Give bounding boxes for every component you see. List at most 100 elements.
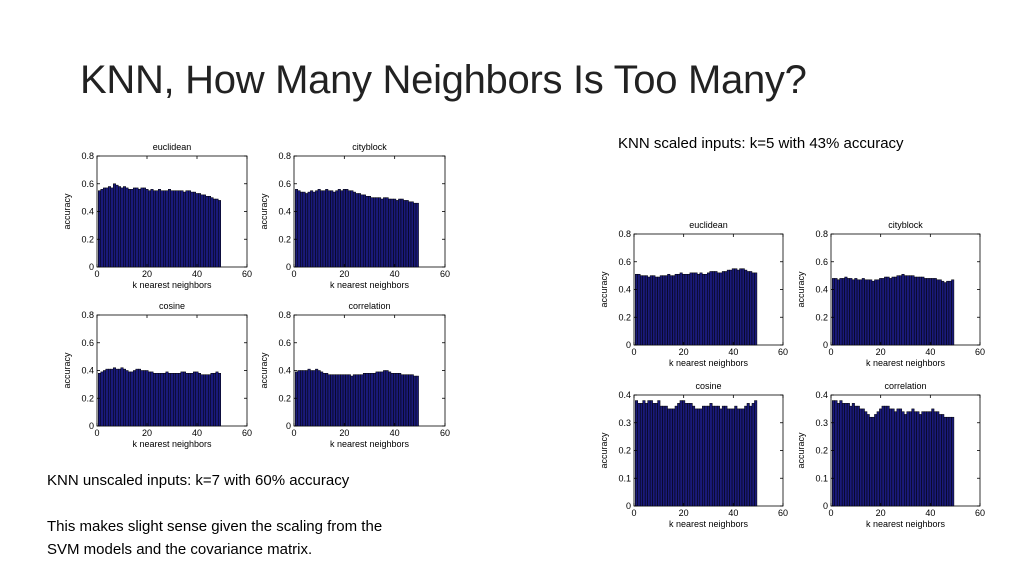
bar [739, 268, 743, 346]
bar [103, 370, 106, 427]
bar [652, 275, 656, 346]
bar [856, 279, 860, 346]
bar [664, 275, 668, 346]
bar [871, 416, 875, 507]
bar [350, 190, 354, 268]
bar [352, 374, 356, 427]
bar [684, 403, 688, 507]
bar [188, 373, 191, 427]
bar [123, 186, 126, 268]
bar [365, 373, 369, 427]
bar [168, 189, 171, 268]
bar [744, 405, 748, 507]
bar [297, 190, 301, 268]
y-tick-label: 0.4 [278, 366, 291, 376]
x-tick-label: 40 [192, 269, 202, 279]
bar [330, 190, 334, 268]
bar [315, 190, 319, 268]
bar [899, 275, 903, 346]
explanation-note-line-1: This makes slight sense given the scalin… [47, 518, 383, 535]
bar [380, 371, 384, 427]
bar [941, 280, 945, 346]
bar [911, 408, 915, 507]
bar [203, 374, 206, 427]
bar [408, 374, 412, 427]
y-tick-label: 0.6 [618, 257, 631, 267]
bar [894, 276, 898, 346]
bar [841, 403, 845, 507]
y-axis-label: accuracy [599, 271, 609, 308]
bar [699, 408, 703, 507]
bar [367, 373, 372, 427]
bar [362, 194, 366, 268]
bar [325, 373, 329, 427]
bar [849, 278, 853, 346]
bar [702, 273, 706, 346]
bar [185, 373, 189, 427]
bar [393, 373, 397, 427]
bar [347, 190, 351, 268]
bar [158, 189, 161, 268]
bar [724, 405, 728, 507]
bar [395, 373, 399, 427]
bar [317, 370, 321, 427]
y-tick-label: 0 [286, 421, 291, 431]
y-tick-label: 0.4 [81, 366, 94, 376]
y-tick-label: 0.8 [815, 229, 828, 239]
x-tick-label: 0 [631, 347, 636, 357]
bar [327, 374, 331, 427]
x-tick-label: 0 [291, 428, 296, 438]
bar [100, 371, 104, 427]
bar [709, 403, 713, 507]
unscaled-inputs-caption: KNN unscaled inputs: k=7 with 60% accura… [47, 472, 350, 489]
bar [654, 403, 658, 507]
bar [330, 374, 334, 427]
bar [335, 190, 339, 268]
bar [884, 405, 888, 507]
bar [160, 373, 164, 427]
bar [400, 198, 404, 268]
bar [869, 416, 873, 507]
bar [390, 198, 394, 268]
bar [340, 374, 344, 427]
bar [731, 268, 735, 346]
bar [704, 273, 708, 346]
bar [894, 411, 898, 507]
bar [861, 408, 865, 507]
bar [736, 408, 740, 507]
y-axis-label: accuracy [62, 352, 72, 389]
bar [846, 403, 850, 507]
bar [864, 411, 868, 507]
bar [707, 405, 710, 507]
bar [305, 193, 309, 268]
chart-title: euclidean [689, 220, 728, 230]
bar [203, 194, 206, 268]
bar [218, 373, 221, 427]
bar [118, 186, 121, 268]
bar [340, 190, 344, 268]
bar [652, 403, 656, 507]
bar [195, 371, 199, 427]
bar [936, 279, 940, 346]
bar [926, 411, 930, 507]
bar [173, 190, 176, 268]
bar [178, 373, 181, 427]
bar [647, 276, 651, 346]
bar [140, 370, 144, 427]
bar [754, 272, 758, 346]
bar [913, 411, 917, 507]
bar [719, 272, 723, 346]
bar [173, 373, 176, 427]
bar [345, 189, 349, 268]
bar [669, 275, 673, 346]
x-tick-label: 40 [728, 508, 738, 518]
bar [405, 374, 409, 427]
bar [378, 371, 382, 427]
bar [699, 272, 703, 346]
bar [210, 197, 214, 268]
bar [697, 408, 701, 507]
bar [168, 373, 171, 427]
bar [393, 198, 397, 268]
bar [200, 374, 204, 427]
